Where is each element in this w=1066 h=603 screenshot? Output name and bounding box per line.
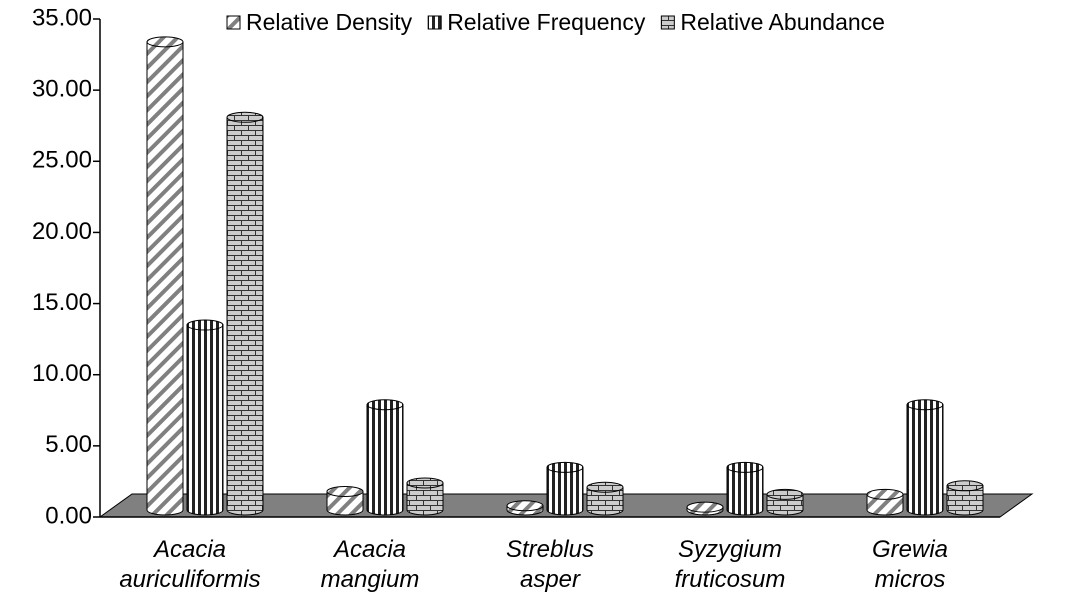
bar-body — [146, 41, 184, 516]
legend-label: Relative Frequency — [447, 9, 646, 35]
y-tick-label: 25.00 — [32, 147, 92, 174]
bar-top — [726, 461, 764, 473]
bar — [366, 399, 404, 516]
bar-body — [326, 491, 364, 516]
bar-top — [686, 501, 724, 513]
bar-top — [546, 461, 584, 473]
bar — [766, 488, 804, 516]
bar-body — [546, 466, 584, 516]
bar-body — [586, 486, 624, 516]
bar-top — [226, 111, 264, 123]
bar-top — [866, 488, 904, 500]
bar — [946, 480, 984, 516]
bar-top — [186, 319, 224, 331]
bar-top — [946, 480, 984, 492]
bar-body — [366, 404, 404, 516]
y-tick-label: 30.00 — [32, 75, 92, 102]
bar-top — [146, 36, 184, 48]
bar — [326, 486, 364, 516]
y-tick-label: 5.00 — [45, 431, 92, 458]
bar — [226, 111, 264, 516]
bar — [186, 319, 224, 516]
bar-body — [406, 482, 444, 516]
x-tick-label: Acacia mangium — [320, 536, 420, 593]
x-tick-label: Syzygium fruticosum — [674, 536, 786, 593]
bar-body — [726, 466, 764, 516]
bar — [506, 500, 544, 516]
legend-swatch — [427, 15, 442, 30]
bar-body — [946, 485, 984, 516]
legend-swatch — [226, 15, 241, 30]
y-tick-label: 0.00 — [45, 502, 92, 529]
x-tick-label: Streblus asper — [505, 536, 595, 593]
bar-top — [586, 481, 624, 493]
bar — [686, 501, 724, 516]
bar-body — [766, 493, 804, 516]
bar-body — [226, 116, 264, 516]
bar-top — [406, 477, 444, 489]
x-tick-label: Acacia auriculiformis — [119, 536, 261, 593]
bar-top — [326, 486, 364, 498]
bar-top — [366, 399, 404, 411]
bar-top — [506, 500, 544, 512]
x-tick-label: Grewia micros — [871, 536, 949, 593]
y-tick-label: 10.00 — [32, 360, 92, 387]
bar-body — [186, 324, 224, 516]
bar — [866, 488, 904, 516]
bar — [586, 481, 624, 516]
bar-top — [906, 399, 944, 411]
legend-swatch — [660, 15, 675, 30]
y-tick-label: 15.00 — [32, 289, 92, 316]
bar — [406, 477, 444, 516]
bar-body — [866, 493, 904, 516]
bar — [906, 399, 944, 516]
bar-body — [906, 404, 944, 516]
bar-top — [766, 488, 804, 500]
legend-label: Relative Density — [246, 9, 413, 35]
y-tick-label: 35.00 — [32, 4, 92, 31]
legend-label: Relative Abundance — [680, 9, 885, 35]
y-tick-label: 20.00 — [32, 218, 92, 245]
bar — [546, 461, 584, 516]
bar — [146, 36, 184, 516]
bar — [726, 461, 764, 516]
